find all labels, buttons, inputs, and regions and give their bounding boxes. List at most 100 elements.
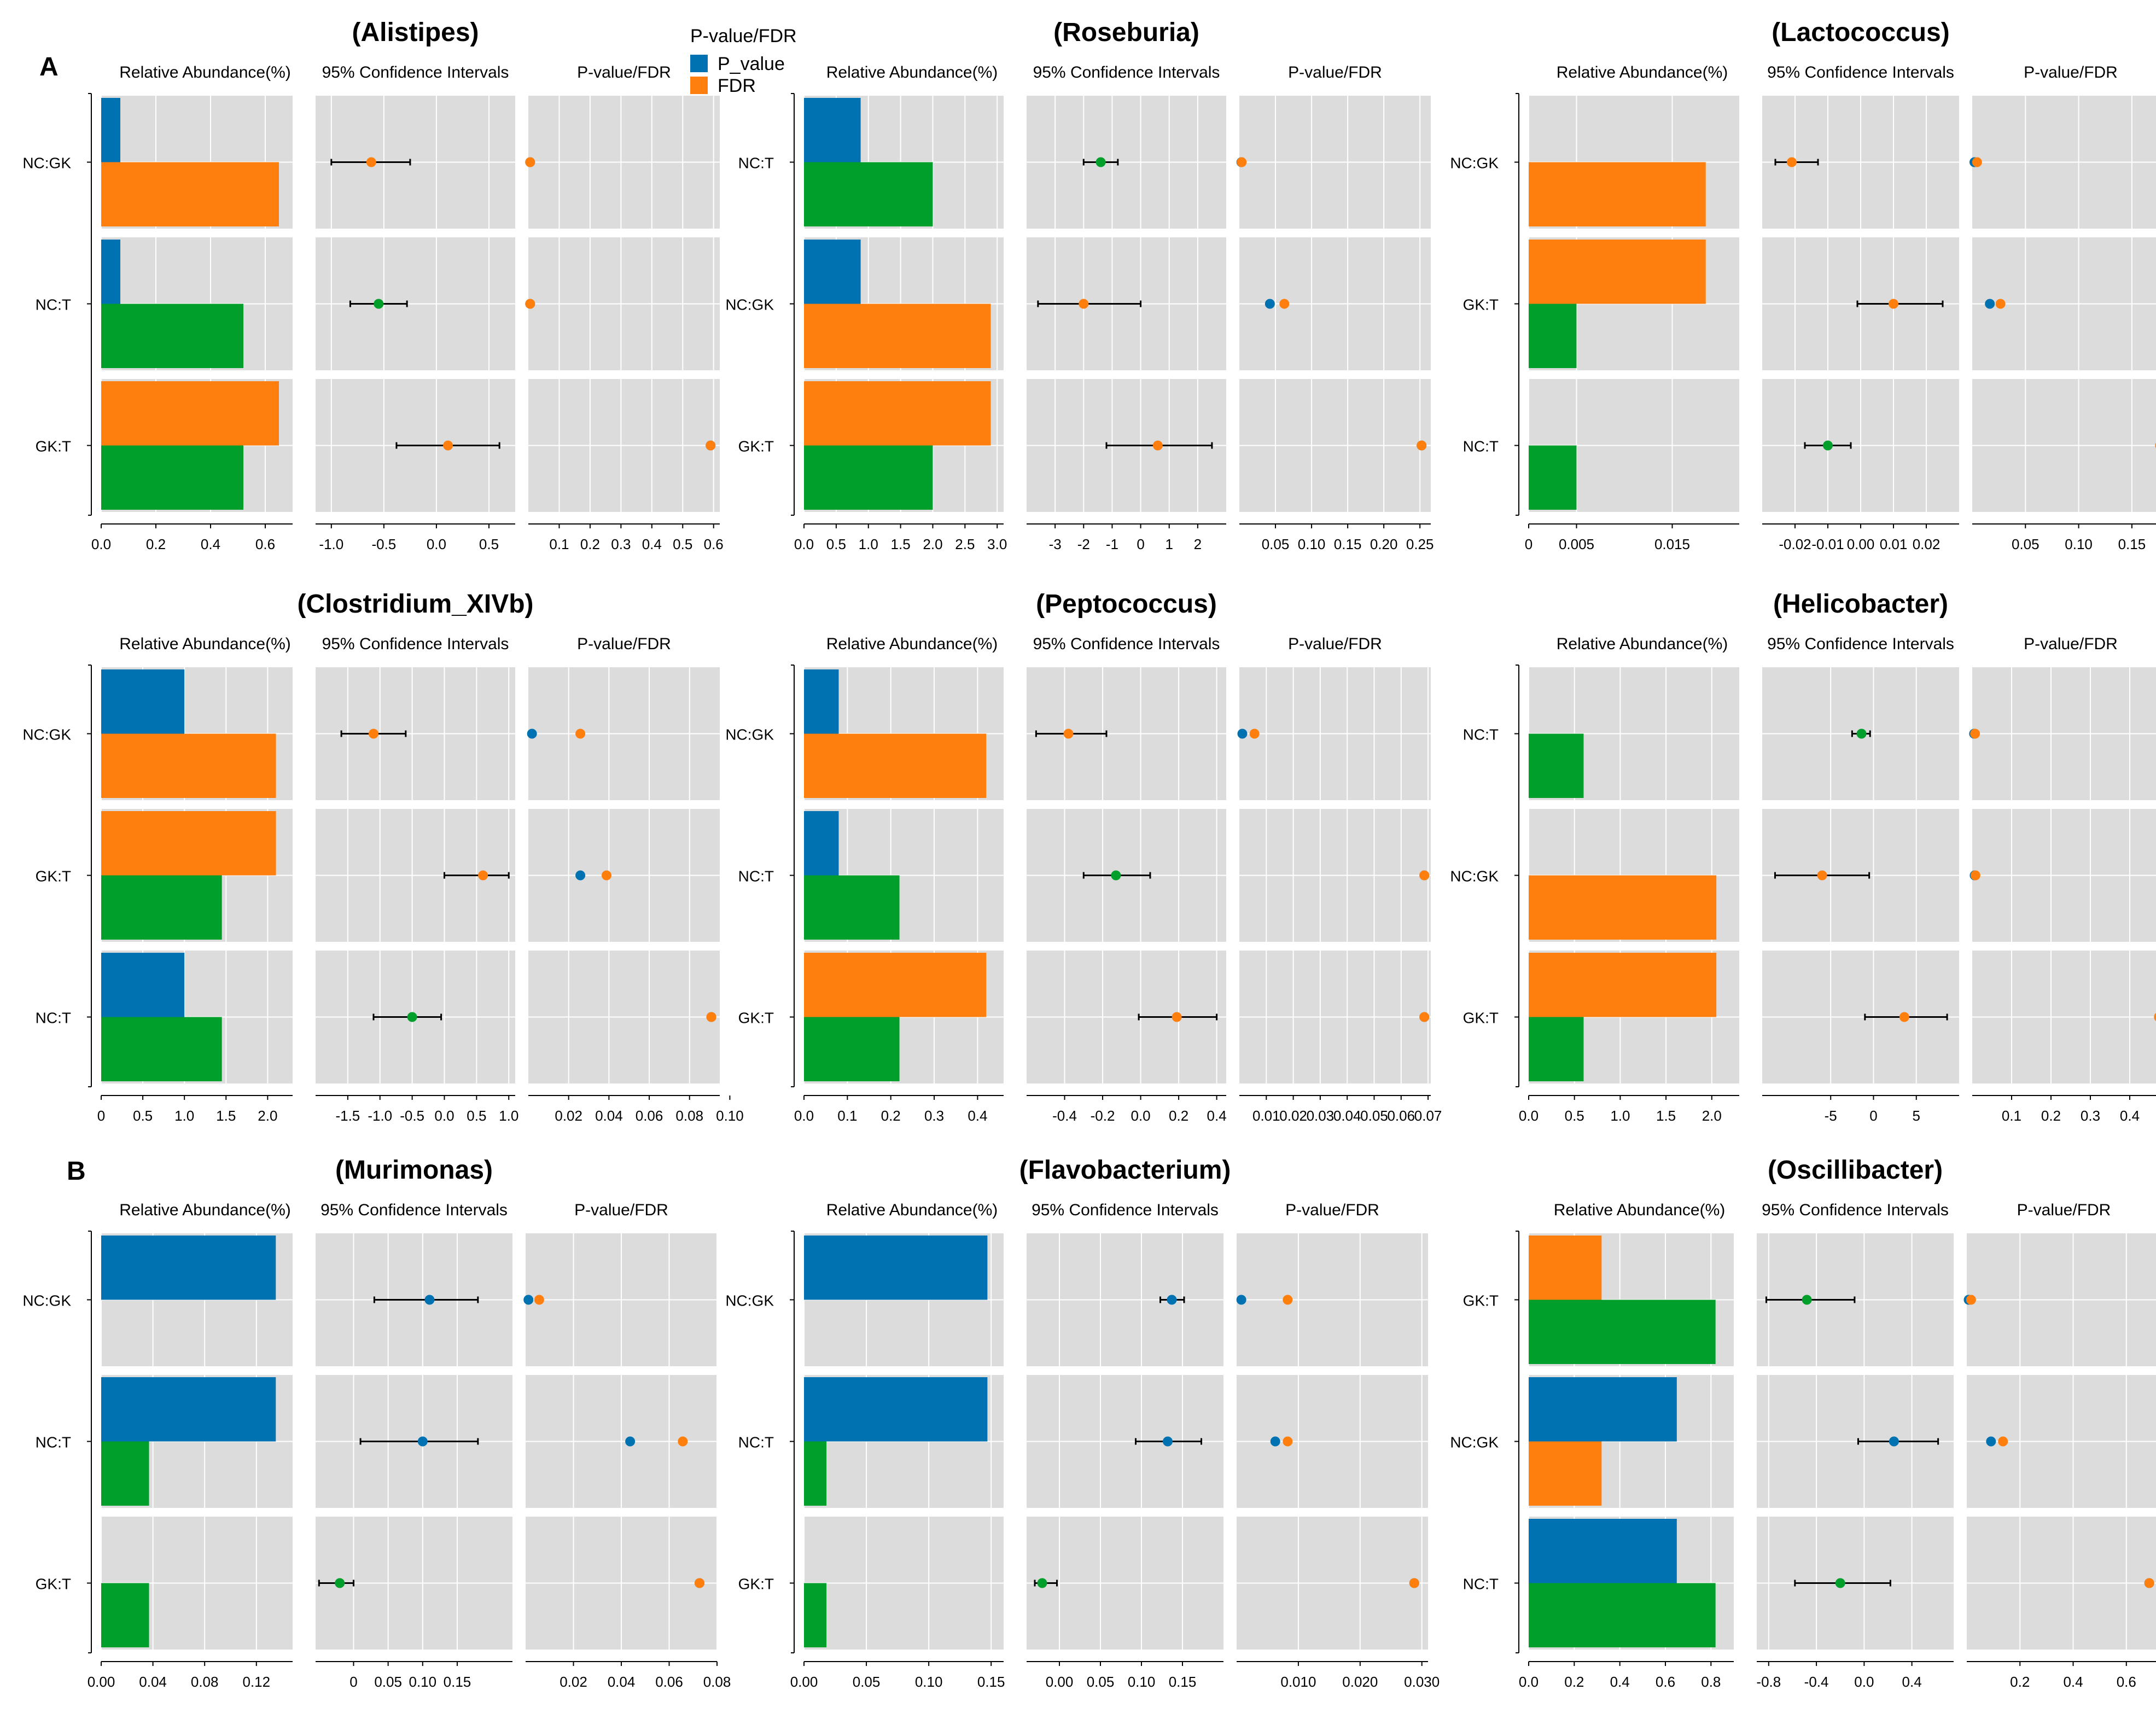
chart-oscillibacter: (Oscillibacter) Relative Abundance(%) 95% …	[1450, 1156, 2156, 1690]
row-label: NC:GK	[22, 1292, 71, 1309]
x-tick-label: 0.00	[88, 1674, 115, 1690]
pvalue-point	[1985, 299, 1995, 309]
abundance-bar-gk	[1529, 162, 1706, 226]
x-tick-label: 0.0	[1519, 1108, 1539, 1124]
x-tick-label: 0.15	[977, 1674, 1005, 1690]
pvalue-header: P-value/FDR	[577, 635, 671, 653]
fdr-point	[1417, 440, 1427, 451]
fdr-point	[2154, 1013, 2156, 1021]
chart-murimonas: (Murimonas) Relative Abundance(%) 95% Conf…	[22, 1156, 731, 1690]
x-tick-label: 0.01	[1880, 536, 1908, 552]
section-label-a: A	[39, 53, 59, 81]
x-tick-label: 0.08	[703, 1674, 731, 1690]
ci-estimate-point	[1889, 299, 1898, 309]
abundance-bar-nc	[804, 669, 839, 734]
x-tick-label: 0.12	[242, 1674, 270, 1690]
fdr-point	[1409, 1578, 1419, 1588]
x-tick-label: 0.10	[409, 1674, 436, 1690]
abundance-header: Relative Abundance(%)	[119, 635, 291, 653]
x-tick-label: 0.1	[549, 536, 569, 552]
ci-estimate-point	[1889, 1436, 1899, 1447]
chart-flavobacterium: (Flavobacterium) Relative Abundance(%) 95%…	[725, 1156, 1440, 1690]
ci-estimate-point	[1823, 440, 1833, 451]
pvalue-header: P-value/FDR	[2017, 1201, 2111, 1219]
ci-estimate-point	[478, 870, 488, 881]
abundance-header: Relative Abundance(%)	[1554, 1201, 1726, 1219]
ci-estimate-point	[1163, 1436, 1173, 1447]
x-tick-label: 1.0	[1610, 1108, 1630, 1124]
fdr-point	[695, 1578, 704, 1588]
x-tick-label: 1	[1165, 536, 1173, 552]
abundance-header: Relative Abundance(%)	[826, 63, 998, 81]
ci-header: 95% Confidence Intervals	[322, 63, 509, 81]
x-tick-label: 0.3	[611, 536, 631, 552]
ci-estimate-point	[1787, 157, 1797, 167]
x-tick-label: 0.00	[1046, 1674, 1074, 1690]
x-tick-label: 0.4	[201, 536, 220, 552]
abundance-bar-nc	[101, 953, 185, 1017]
x-tick-label: 0.04	[608, 1674, 636, 1690]
abundance-bar-gk	[101, 381, 279, 446]
abundance-bar-gk	[1529, 1236, 1602, 1300]
fdr-point	[706, 440, 716, 451]
x-tick-label: 0.0	[1131, 1108, 1150, 1124]
pvalue-header: P-value/FDR	[1285, 1201, 1379, 1219]
x-tick-label: 0.015	[1654, 536, 1690, 552]
x-tick-label: 0.06	[1387, 1108, 1415, 1124]
fdr-point	[1237, 157, 1247, 167]
fdr-point	[525, 299, 535, 309]
abundance-bar-t	[1529, 445, 1577, 510]
x-tick-label: 0.2	[1564, 1674, 1584, 1690]
abundance-bar-nc	[804, 1377, 988, 1442]
x-tick-label: 0.4	[1610, 1674, 1630, 1690]
abundance-bar-gk	[804, 953, 987, 1017]
ci-estimate-point	[424, 1295, 435, 1305]
ci-estimate-point	[1817, 870, 1827, 881]
x-tick-label: 2.0	[1702, 1108, 1722, 1124]
pvalue-point	[523, 1295, 534, 1305]
chart-peptococcus: (Peptococcus) Relative Abundance(%) 95% Co…	[725, 590, 1442, 1124]
x-tick-label: 2.5	[955, 536, 975, 552]
ci-estimate-point	[1037, 1578, 1047, 1588]
abundance-bar-gk	[804, 304, 991, 368]
abundance-header: Relative Abundance(%)	[1557, 635, 1728, 653]
abundance-bar-gk	[804, 381, 991, 446]
x-tick-label: 0.15	[1169, 1674, 1197, 1690]
x-tick-label: 0.05	[1360, 1108, 1388, 1124]
x-tick-label: 0.08	[675, 1108, 703, 1124]
x-tick-label: 0.05	[2012, 536, 2040, 552]
fdr-point	[678, 1436, 688, 1447]
fdr-point	[1998, 1436, 2008, 1447]
row-label: GK:T	[36, 1576, 71, 1593]
x-tick-label: -1	[1106, 536, 1118, 552]
row-label: NC:T	[738, 868, 774, 885]
x-tick-label: 2.0	[258, 1108, 277, 1124]
ci-estimate-point	[1152, 440, 1163, 451]
x-tick-label: 0	[97, 1108, 105, 1124]
x-tick-label: 0.4	[2120, 1108, 2140, 1124]
row-label: NC:GK	[22, 726, 71, 743]
x-tick-label: 0.010	[1280, 1674, 1316, 1690]
x-tick-label: -0.2	[1091, 1108, 1115, 1124]
x-tick-label: 0.0	[434, 1108, 454, 1124]
row-label: NC:T	[738, 155, 774, 172]
x-tick-label: 0.0	[1854, 1674, 1874, 1690]
x-tick-label: -1.5	[335, 1108, 360, 1124]
fdr-point	[602, 870, 611, 881]
row-label: NC:T	[36, 296, 71, 313]
pvalue-point	[527, 729, 537, 739]
x-tick-label: 1.5	[216, 1108, 236, 1124]
abundance-bar-t	[1529, 1300, 1716, 1364]
pvalue-point	[1270, 1436, 1280, 1447]
x-tick-label: 0.05	[374, 1674, 402, 1690]
x-tick-label: -0.01	[1811, 536, 1844, 552]
abundance-bar-t	[1529, 1583, 1716, 1647]
x-tick-label: 0	[349, 1674, 357, 1690]
pvalue-header: P-value/FDR	[574, 1201, 668, 1219]
pvalue-point	[1265, 299, 1275, 309]
chart-lactococcus: (Lactococcus) Relative Abundance(%) 95% Co…	[1450, 18, 2156, 552]
x-tick-label: 0.2	[2010, 1674, 2030, 1690]
chart-clostridium_xivb: (Clostridium_XIVb) Relative Abundance(%) 9…	[22, 590, 743, 1124]
abundance-bar-t	[804, 1017, 900, 1081]
legend-swatch-fdr	[690, 77, 708, 94]
